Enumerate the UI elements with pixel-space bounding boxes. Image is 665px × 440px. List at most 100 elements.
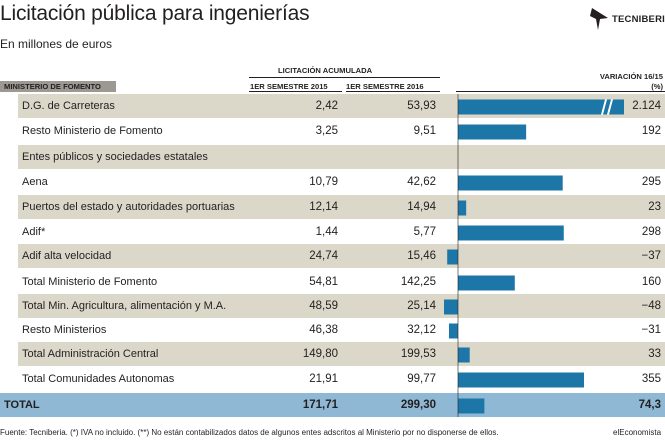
value-2016: 9,51 [413, 125, 436, 137]
value-2015: 21,91 [309, 373, 338, 385]
header-underline-2015 [249, 91, 342, 92]
variation-label: 160 [641, 276, 661, 288]
value-2015: 10,79 [309, 176, 338, 188]
row-label: Aena [22, 176, 48, 188]
row-band [18, 145, 665, 169]
variation-bar [447, 249, 458, 265]
row-band [18, 318, 665, 342]
variation-label: 23 [648, 201, 661, 213]
variation-bar [448, 323, 458, 339]
value-2015: 54,81 [309, 276, 338, 288]
footer-source: Fuente: Tecniberia. (*) IVA no incluido.… [0, 428, 499, 437]
value-2016: 299,30 [400, 399, 436, 411]
variation-bar [458, 398, 485, 414]
value-2016: 199,53 [400, 348, 436, 360]
variation-bar [458, 372, 584, 388]
row-label: Puertos del estado y autoridades portuar… [22, 201, 235, 213]
value-2015: 46,38 [309, 324, 338, 336]
variation-bar [444, 299, 458, 315]
header-underline-2016 [346, 91, 440, 92]
variation-label: 2.124 [632, 100, 661, 112]
variation-bar [458, 225, 564, 241]
table-row: Resto Ministerios 46,38 32,12 −31 [0, 318, 665, 342]
row-label: Adif alta velocidad [22, 250, 112, 262]
value-2016: 142,25 [400, 276, 436, 288]
variation-label: 74,3 [638, 399, 661, 411]
value-2015: 48,59 [309, 300, 338, 312]
header-variacion: VARIACIÓN 16/15 [599, 72, 663, 81]
row-band [0, 393, 665, 417]
header-col-2015: 1ER SEMESTRE 2015 [250, 82, 328, 91]
row-band [18, 342, 665, 366]
page-title: Licitación pública para ingenierías [0, 2, 310, 25]
footer-brand: elEconomista [613, 428, 662, 437]
variation-bar [458, 347, 470, 363]
variation-bar [458, 175, 563, 191]
variation-label: 298 [641, 226, 661, 238]
value-2015: 3,25 [315, 125, 338, 137]
table-row: Puertos del estado y autoridades portuar… [0, 195, 665, 219]
table-total-row: TOTAL 171,71 299,30 74,3 [0, 393, 665, 417]
value-2015: 24,74 [309, 250, 338, 262]
row-band [18, 119, 665, 143]
value-2015: 2,42 [315, 100, 338, 112]
section-band: MINISTERIO DE FOMENTO [0, 81, 116, 92]
header-licitacion-acumulada: LICITACIÓN ACUMULADA [278, 66, 373, 75]
bar-break-mark [607, 99, 613, 115]
variation-label: −31 [641, 324, 661, 336]
table-row: Total Administración Central 149,80 199,53… [0, 342, 665, 366]
value-2015: 12,14 [309, 201, 338, 213]
variation-bar [458, 124, 527, 140]
variation-label: 33 [648, 348, 661, 360]
row-label: D.G. de Carreteras [22, 100, 115, 112]
table-row: Total Ministerio de Fomento 54,81 142,25 16… [0, 270, 665, 294]
header-col-2016: 1ER SEMESTRE 2016 [346, 82, 424, 91]
row-band [18, 294, 665, 318]
row-band [18, 244, 665, 268]
value-2015: 171,71 [302, 399, 338, 411]
table-group-row: Entes públicos y sociedades estatales [0, 145, 665, 169]
section-title: MINISTERIO DE FOMENTO [4, 82, 101, 91]
brand-name: TECNIBERIA [612, 14, 665, 25]
header-variacion-unit: (%) [651, 82, 663, 91]
row-label: TOTAL [4, 399, 40, 411]
row-band [18, 195, 665, 219]
variation-bar [458, 275, 515, 291]
value-2016: 25,14 [407, 300, 436, 312]
value-2016: 42,62 [407, 176, 436, 188]
value-2016: 32,12 [407, 324, 436, 336]
row-label: Entes públicos y sociedades estatales [22, 151, 208, 163]
row-label: Resto Ministerios [22, 324, 107, 336]
variation-label: 355 [641, 373, 661, 385]
value-2015: 149,80 [302, 348, 338, 360]
row-label: Total Min. Agricultura, alimentación y M… [22, 300, 227, 312]
variation-label: −37 [641, 250, 661, 262]
row-label: Resto Ministerio de Fomento [22, 125, 163, 137]
variation-bar [458, 99, 624, 115]
variation-label: −48 [641, 300, 661, 312]
value-2016: 15,46 [407, 250, 436, 262]
page-subtitle: En millones de euros [0, 37, 113, 51]
header-divider [249, 77, 440, 78]
row-label: Total Administración Central [22, 348, 159, 360]
table-row: Total Min. Agricultura, alimentación y M… [0, 294, 665, 318]
value-2016: 53,93 [407, 100, 436, 112]
variation-label: 192 [641, 125, 661, 137]
bar-break-mark [601, 99, 607, 115]
tecniberia-logo: TECNIBERIA [590, 6, 665, 32]
value-2015: 1,44 [315, 226, 338, 238]
table-row: Adif alta velocidad 24,74 15,46 −37 [0, 244, 665, 268]
value-2016: 14,94 [407, 201, 436, 213]
header-underline-variacion [456, 91, 665, 92]
tecniberia-logo-icon [590, 8, 608, 30]
table-row: Resto Ministerio de Fomento 3,25 9,51 192 [0, 119, 665, 143]
row-label: Total Comunidades Autonomas [22, 373, 175, 385]
variation-bar [458, 200, 467, 216]
value-2016: 99,77 [407, 373, 436, 385]
row-band [18, 270, 665, 294]
row-label: Adif* [22, 226, 46, 238]
value-2016: 5,77 [413, 226, 436, 238]
variation-label: 295 [641, 176, 661, 188]
row-label: Total Ministerio de Fomento [22, 276, 158, 288]
